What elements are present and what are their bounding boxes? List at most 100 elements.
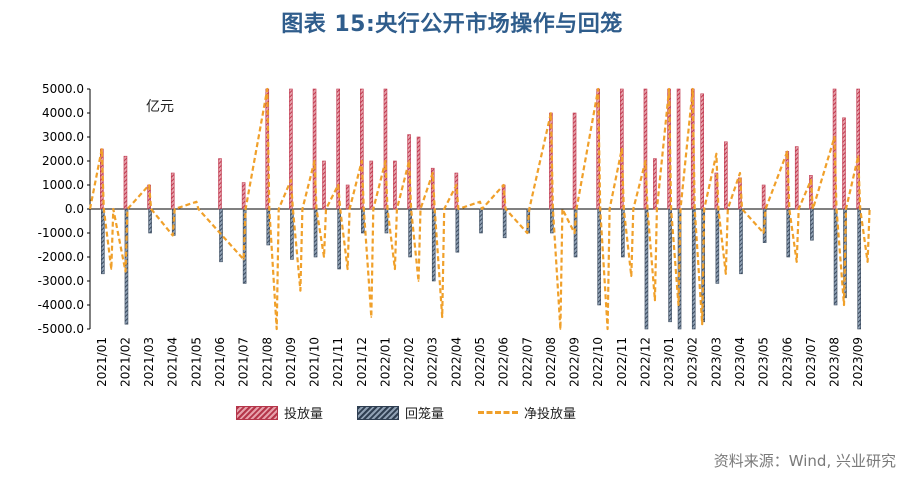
bar-injection bbox=[794, 146, 799, 210]
bar-injection bbox=[676, 88, 681, 210]
net-injection-point bbox=[550, 112, 552, 114]
y-tick-label: -5000.0 bbox=[38, 322, 84, 336]
x-tick-label: 2023/05 bbox=[757, 337, 771, 387]
x-tick-label: 2023/02 bbox=[686, 337, 700, 387]
x-tick-label: 2021/05 bbox=[189, 337, 203, 387]
x-tick-label: 2022/10 bbox=[591, 337, 605, 387]
x-tick-label: 2022/03 bbox=[426, 337, 440, 387]
net-injection-point bbox=[762, 232, 765, 234]
legend-label-injection: 投放量 bbox=[284, 407, 324, 422]
bar-withdrawal bbox=[739, 208, 743, 275]
net-injection-point bbox=[370, 316, 373, 318]
y-tick-label: 3000.0 bbox=[42, 130, 84, 144]
bar-injection bbox=[322, 160, 326, 210]
x-tick-label: 2021/08 bbox=[260, 337, 274, 387]
bar-withdrawal bbox=[502, 208, 507, 239]
bar-injection bbox=[336, 88, 340, 210]
bar-injection bbox=[501, 184, 506, 210]
x-tick-label: 2022/02 bbox=[402, 337, 416, 387]
net-injection-point bbox=[630, 275, 633, 278]
legend-item-net: 净投放量 bbox=[478, 403, 576, 422]
y-tick-label: -2000.0 bbox=[38, 250, 84, 264]
chart-title: 图表 15:央行公开市场操作与回笼 bbox=[281, 12, 623, 37]
bar-withdrawal bbox=[668, 208, 672, 323]
net-injection-point bbox=[100, 148, 103, 150]
x-tick-label: 2022/08 bbox=[544, 337, 558, 387]
x-tick-label: 2021/11 bbox=[331, 337, 345, 387]
legend-swatch-withdrawal bbox=[357, 405, 400, 420]
bar-injection bbox=[416, 136, 421, 210]
net-injection-point bbox=[644, 160, 647, 162]
net-injection-line bbox=[88, 87, 871, 331]
x-tick-label: 2022/09 bbox=[568, 337, 582, 387]
bar-withdrawal bbox=[526, 208, 531, 234]
net-injection-point bbox=[441, 316, 444, 318]
x-tick-label: 2023/06 bbox=[780, 337, 794, 387]
x-tick-label: 2022/01 bbox=[378, 337, 392, 387]
bar-withdrawal bbox=[762, 208, 767, 243]
bar-injection bbox=[241, 182, 246, 210]
legend-label-net: 净投放量 bbox=[524, 407, 577, 422]
bar-withdrawal bbox=[857, 208, 861, 330]
legend-item-withdrawal: 回笼量 bbox=[357, 403, 444, 422]
y-tick-label: 1000.0 bbox=[42, 178, 84, 192]
x-tick-label: 2022/05 bbox=[473, 337, 487, 387]
net-injection-point bbox=[148, 184, 150, 186]
net-injection-point bbox=[833, 136, 836, 138]
net-injection-point bbox=[346, 268, 349, 270]
x-tick-label: 2021/07 bbox=[237, 337, 251, 387]
net-injection-point bbox=[843, 304, 845, 306]
net-injection-point bbox=[299, 289, 302, 292]
net-injection-point bbox=[110, 268, 113, 270]
net-injection-point bbox=[394, 268, 396, 270]
net-injection-point bbox=[715, 152, 718, 155]
net-injection-point bbox=[654, 299, 656, 302]
net-injection-point bbox=[597, 88, 600, 90]
bar-withdrawal bbox=[290, 208, 294, 260]
bar-withdrawal bbox=[786, 208, 791, 258]
net-injection-point bbox=[431, 172, 434, 174]
bar-injection bbox=[700, 93, 704, 210]
bar-withdrawal bbox=[408, 208, 412, 258]
net-injection-point bbox=[455, 184, 458, 186]
bar-injection bbox=[218, 158, 222, 210]
bar-injection bbox=[724, 141, 728, 210]
net-injection-point bbox=[195, 200, 198, 203]
bar-injection bbox=[393, 160, 397, 210]
unit-label: 亿元 bbox=[146, 99, 174, 115]
net-injection-point bbox=[786, 150, 789, 153]
net-injection-point bbox=[337, 184, 340, 186]
net-injection-point bbox=[668, 88, 670, 90]
bar-withdrawal bbox=[148, 208, 152, 234]
net-injection-point bbox=[266, 88, 269, 90]
bar-withdrawal bbox=[361, 208, 365, 234]
x-tick-label: 2021/02 bbox=[118, 337, 132, 387]
bar-injection bbox=[653, 158, 657, 210]
net-injection-point bbox=[691, 88, 694, 90]
bar-withdrawal bbox=[479, 208, 483, 234]
bar-injection bbox=[572, 112, 577, 210]
x-tick-label: 2022/12 bbox=[638, 337, 652, 387]
net-injection-point bbox=[620, 148, 623, 150]
legend-item-injection: 投放量 bbox=[236, 403, 323, 422]
net-injection-point bbox=[417, 280, 420, 282]
source-note: 资料来源：Wind, 兴业研究 bbox=[713, 452, 896, 470]
x-tick-label: 2021/04 bbox=[166, 337, 180, 387]
bar-injection bbox=[842, 117, 846, 210]
net-injection-point bbox=[124, 270, 127, 273]
bar-withdrawal bbox=[833, 208, 838, 306]
legend-swatch-net bbox=[478, 411, 519, 414]
bar-withdrawal bbox=[384, 208, 389, 234]
net-injection-point bbox=[360, 160, 363, 162]
legend-swatch-injection bbox=[236, 405, 278, 420]
y-tick-label: 5000.0 bbox=[42, 82, 84, 96]
net-injection-point bbox=[502, 184, 505, 186]
net-injection-point bbox=[313, 160, 316, 162]
net-injection-point bbox=[701, 323, 704, 326]
net-injection-point bbox=[479, 200, 481, 203]
net-injection-point bbox=[384, 160, 387, 162]
bar-withdrawal bbox=[644, 208, 649, 330]
y-tick-label: -1000.0 bbox=[38, 226, 84, 240]
net-injection-point bbox=[795, 260, 798, 263]
net-injection-point bbox=[573, 232, 576, 234]
